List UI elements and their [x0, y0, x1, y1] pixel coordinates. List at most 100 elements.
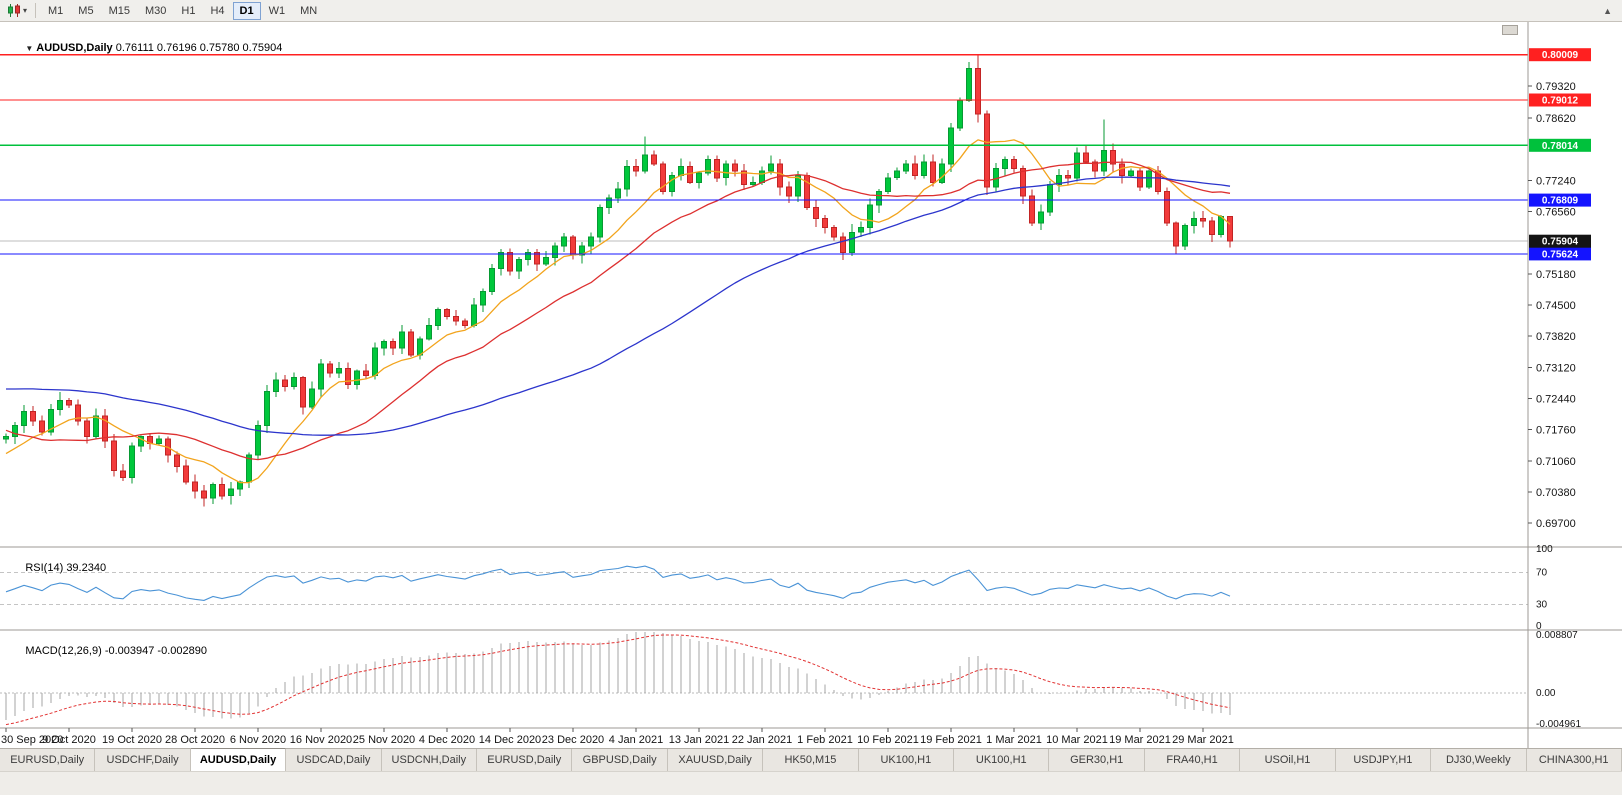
rsi-pane [0, 565, 1528, 605]
rsi-axis-label: 70 [1536, 568, 1548, 579]
price-tick-label: 0.75180 [1536, 269, 1576, 281]
status-strip [0, 771, 1622, 795]
chart-tab-china300-h1[interactable]: CHINA300,H1 [1526, 749, 1622, 771]
rsi-line [5, 565, 1231, 601]
level-price-tag-2-text: 0.78014 [1542, 141, 1579, 152]
ma-9-line [5, 139, 1231, 484]
price-axis: 0.79320 0.78620 0.77240 0.76560 0.75180 0.745… [1528, 81, 1581, 730]
candlestick-series [3, 54, 1233, 507]
macd-axis-label: 0.00 [1536, 688, 1556, 699]
chart-tab-usdjpy-h1[interactable]: USDJPY,H1 [1335, 749, 1432, 771]
price-tick-label: 0.70380 [1536, 487, 1576, 499]
level-price-tag-3 [1529, 193, 1591, 207]
price-tick-label: 0.73820 [1536, 331, 1576, 343]
chart-tab-gbpusd-daily[interactable]: GBPUSD,Daily [572, 749, 668, 771]
chart-tab-eurusd-daily[interactable]: EURUSD,Daily [0, 749, 96, 771]
chevron-down-icon: ▾ [23, 6, 28, 15]
candlestick-chart-icon [8, 4, 20, 17]
date-label: 9 Oct 2020 [42, 734, 96, 746]
price-tick-label: 0.72440 [1536, 394, 1576, 406]
timeframe-buttons: M1 M5 M15 M30 H1 H4 D1 W1 MN [41, 1, 324, 20]
macd-axis-label: 0.008807 [1536, 630, 1578, 641]
date-label: 10 Feb 2021 [857, 734, 919, 746]
date-label: 1 Feb 2021 [797, 734, 853, 746]
level-price-tag-0 [1529, 48, 1591, 62]
chart-tab-audusd-daily[interactable]: AUDUSD,Daily [190, 748, 287, 771]
date-label: 29 Mar 2021 [1172, 734, 1234, 746]
chart-tab-eurusd-daily[interactable]: EURUSD,Daily [477, 749, 573, 771]
date-label: 16 Nov 2020 [290, 734, 352, 746]
level-price-tag-4 [1529, 247, 1591, 261]
chart-corner-button[interactable] [1502, 25, 1518, 35]
chart-type-dropdown[interactable]: ▾ [4, 2, 30, 20]
date-label: 1 Mar 2021 [986, 734, 1042, 746]
chart-tab-ger30-h1[interactable]: GER30,H1 [1049, 749, 1145, 771]
chart-tab-uk100-h1[interactable]: UK100,H1 [858, 749, 955, 771]
macd-signal-line [5, 634, 1231, 726]
price-tick-label: 0.71060 [1536, 456, 1576, 468]
current-price-tag [1529, 234, 1591, 248]
price-tick-label: 0.78620 [1536, 113, 1576, 125]
chart-tab-hk50-m15[interactable]: HK50,M15 [763, 749, 859, 771]
toolbar-separator [35, 3, 37, 18]
level-price-tag-2 [1529, 138, 1591, 152]
timeframe-button-m1[interactable]: M1 [41, 2, 70, 20]
date-label: 10 Mar 2021 [1046, 734, 1108, 746]
level-price-tag-1 [1529, 93, 1591, 107]
date-label: 4 Dec 2020 [419, 734, 475, 746]
price-tick-label: 0.76560 [1536, 206, 1576, 218]
date-label: 13 Jan 2021 [669, 734, 730, 746]
price-chart: 0.79320 0.78620 0.77240 0.76560 0.75180 0.745… [0, 22, 1622, 748]
pane-separators [0, 22, 1622, 748]
chart-tabs-bar: EURUSD,Daily USDCHF,Daily AUDUSD,Daily USDC… [0, 748, 1622, 771]
price-tick-label: 0.74500 [1536, 300, 1576, 312]
chart-tab-fra40-h1[interactable]: FRA40,H1 [1144, 749, 1241, 771]
ma-21-line [5, 161, 1231, 461]
price-tags: 0.80009 0.79012 0.78014 0.76809 0.756240.759… [1529, 48, 1591, 261]
chart-tab-xauusd-daily[interactable]: XAUUSD,Daily [667, 749, 764, 771]
macd-axis-label: -0.004961 [1536, 719, 1581, 730]
timeframe-button-d1[interactable]: D1 [232, 1, 261, 20]
price-tick-label: 0.69700 [1536, 518, 1576, 530]
timeframe-button-m30[interactable]: M30 [138, 2, 173, 20]
macd-histogram [5, 632, 1231, 720]
date-label: 25 Nov 2020 [353, 734, 415, 746]
date-label: 19 Oct 2020 [102, 734, 162, 746]
expand-triangle-icon[interactable]: ▼ [25, 44, 34, 53]
ma-55-line [6, 176, 1231, 436]
timeframe-button-h1[interactable]: H1 [174, 2, 202, 20]
chart-tab-dj30-weekly[interactable]: DJ30,Weekly [1431, 749, 1527, 771]
date-label: 22 Jan 2021 [732, 734, 793, 746]
macd-pane [0, 632, 1528, 726]
chart-tab-usdcnh-daily[interactable]: USDCNH,Daily [381, 749, 478, 771]
timeframe-button-mn[interactable]: MN [293, 2, 324, 20]
date-label: 14 Dec 2020 [479, 734, 541, 746]
chart-area[interactable]: 0.79320 0.78620 0.77240 0.76560 0.75180 0.745… [0, 22, 1622, 748]
date-label: 4 Jan 2021 [609, 734, 663, 746]
price-tick-label: 0.71760 [1536, 424, 1576, 436]
chart-tab-usdcad-daily[interactable]: USDCAD,Daily [286, 749, 382, 771]
timeframe-toolbar: ▾ M1 M5 M15 M30 H1 H4 D1 W1 MN ▲ [0, 0, 1622, 22]
chart-tab-usdchf-daily[interactable]: USDCHF,Daily [95, 749, 191, 771]
level-price-tag-1-text: 0.79012 [1542, 96, 1579, 107]
date-label: 19 Mar 2021 [1109, 734, 1171, 746]
price-tick-label: 0.77240 [1536, 176, 1576, 188]
level-price-tag-4-text: 0.75624 [1542, 249, 1579, 260]
date-label: 28 Oct 2020 [165, 734, 225, 746]
rsi-axis-label: 0 [1536, 621, 1542, 632]
price-tick-label: 0.73120 [1536, 363, 1576, 375]
date-label: 6 Nov 2020 [230, 734, 286, 746]
timeframe-button-m5[interactable]: M5 [71, 2, 100, 20]
timeframe-button-m15[interactable]: M15 [102, 2, 137, 20]
current-price-tag-text: 0.75904 [1542, 237, 1579, 248]
timeframe-button-w1[interactable]: W1 [262, 2, 293, 20]
date-label: 30 Sep 2020 [1, 734, 63, 746]
chart-tab-uk100-h1[interactable]: UK100,H1 [954, 749, 1050, 771]
timeframe-button-h4[interactable]: H4 [203, 2, 231, 20]
chart-tab-usoil-h1[interactable]: USOil,H1 [1240, 749, 1336, 771]
price-tick-label: 0.79320 [1536, 81, 1576, 93]
date-label: 23 Dec 2020 [542, 734, 604, 746]
toolbar-arrow-icon[interactable]: ▲ [1603, 5, 1612, 16]
